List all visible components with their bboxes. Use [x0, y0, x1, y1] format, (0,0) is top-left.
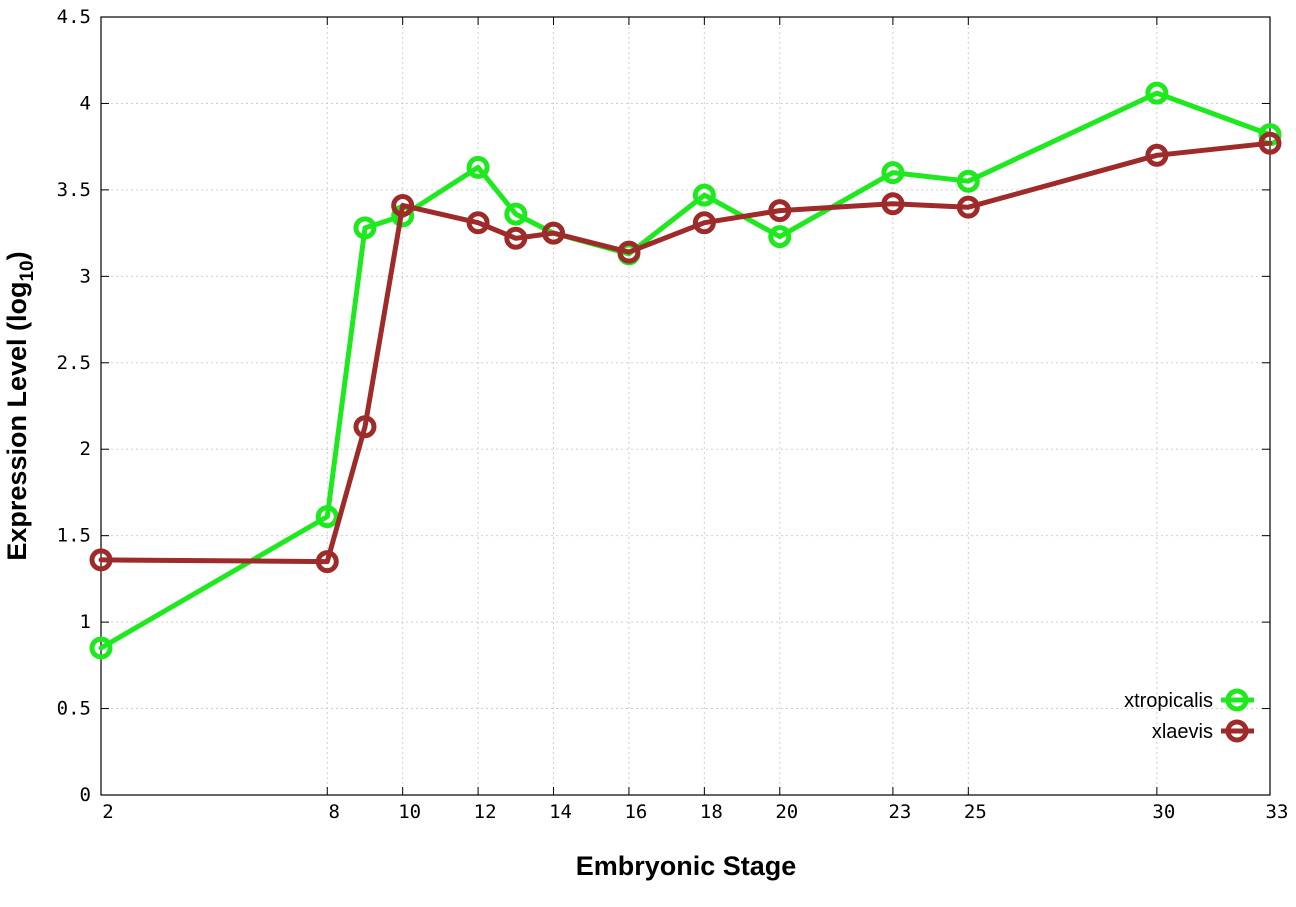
x-tick-label: 33 [1266, 801, 1289, 823]
y-axis-title-subscript: 10 [17, 260, 38, 281]
x-axis-ticks: 2 8 10 12 14 16 18 20 23 25 30 33 [100, 17, 1289, 823]
data-point-xtropicalis [1145, 81, 1169, 105]
x-tick-label: 14 [549, 801, 572, 823]
data-point-xlaevis [768, 199, 792, 223]
data-point-xtropicalis [692, 183, 716, 207]
data-point-xlaevis [315, 550, 339, 574]
legend-label-xlaevis: xlaevis [1152, 721, 1213, 743]
y-tick-label: 2 [80, 438, 91, 460]
data-point-xtropicalis [504, 202, 528, 226]
data-point-xlaevis [504, 226, 528, 250]
series-line-xtropicalis [98, 90, 1273, 651]
data-point-xlaevis [1145, 143, 1169, 167]
y-tick-label: 0 [80, 784, 91, 806]
x-tick-label: 10 [398, 801, 421, 823]
y-axis-title-main: Expression Level (log [2, 282, 32, 561]
y-tick-label: 4 [80, 92, 91, 114]
data-point-xtropicalis [768, 225, 792, 249]
x-tick-label: 18 [700, 801, 723, 823]
data-point-xlaevis [353, 415, 377, 439]
data-point-xtropicalis [881, 161, 905, 185]
data-point-xlaevis [692, 211, 716, 235]
y-axis-ticks: 0 0.5 1 1.5 2 2.5 3 3.5 4 4.5 [57, 6, 1270, 806]
series-line-xlaevis [98, 140, 1273, 565]
x-tick-label: 12 [474, 801, 497, 823]
x-tick-label: 20 [775, 801, 798, 823]
y-tick-label: 3 [80, 265, 91, 287]
y-tick-label: 0.5 [57, 698, 91, 720]
data-point-xlaevis [466, 211, 490, 235]
series-xlaevis [89, 131, 1282, 574]
y-axis-title: Expression Level (log10) [2, 251, 38, 560]
y-axis-title-close: ) [2, 251, 32, 260]
x-tick-label: 8 [329, 801, 340, 823]
plot-frame [100, 16, 1271, 796]
x-tick-label: 16 [624, 801, 647, 823]
data-point-xtropicalis [353, 216, 377, 240]
data-point-xlaevis [956, 195, 980, 219]
grid-lines [101, 17, 1270, 795]
y-tick-label: 4.5 [57, 6, 91, 28]
x-tick-label: 23 [888, 801, 911, 823]
x-tick-label: 30 [1152, 801, 1175, 823]
legend-label-xtropicalis: xtropicalis [1124, 690, 1213, 712]
data-point-xtropicalis [89, 636, 113, 660]
legend-swatch-marker-xlaevis [1225, 719, 1249, 743]
data-point-xtropicalis [466, 155, 490, 179]
y-tick-label: 2.5 [57, 352, 91, 374]
legend-entry-xlaevis: xlaevis [1152, 719, 1254, 743]
x-axis-title: Embryonic Stage [576, 851, 797, 881]
x-tick-label: 2 [102, 801, 113, 823]
legend-swatch-marker-xtropicalis [1225, 688, 1249, 712]
data-point-xlaevis [617, 240, 641, 264]
data-point-xlaevis [1258, 131, 1282, 155]
data-point-xlaevis [391, 193, 415, 217]
series-layer [89, 81, 1282, 660]
x-tick-label: 25 [964, 801, 987, 823]
data-point-xtropicalis [956, 169, 980, 193]
y-tick-label: 3.5 [57, 179, 91, 201]
data-point-xlaevis [881, 192, 905, 216]
data-point-xlaevis [542, 221, 566, 245]
legend: xtropicalis xlaevis [1124, 688, 1254, 743]
data-point-xlaevis [89, 548, 113, 572]
legend-entry-xtropicalis: xtropicalis [1124, 688, 1254, 712]
data-point-xtropicalis [315, 505, 339, 529]
y-tick-label: 1.5 [57, 525, 91, 547]
y-tick-label: 1 [80, 611, 91, 633]
